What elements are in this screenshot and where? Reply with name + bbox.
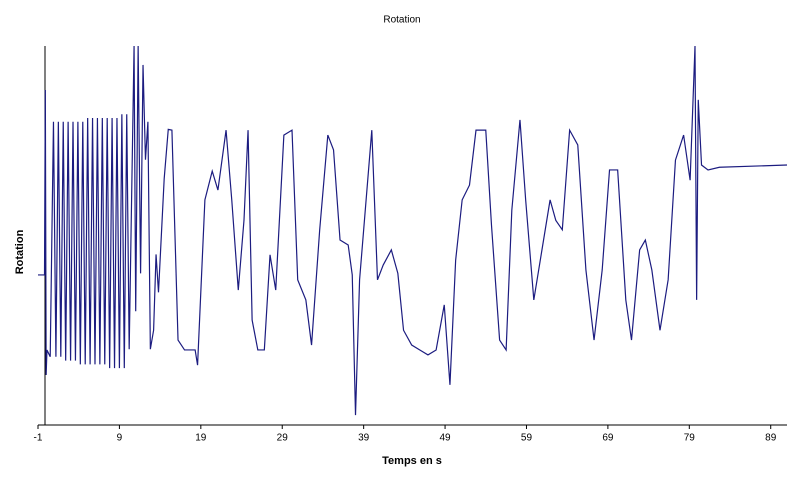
x-tick-label: 69 [602, 433, 614, 444]
chart-title: Rotation [383, 15, 420, 26]
x-tick-label: 79 [684, 433, 696, 444]
x-tick-label: 89 [765, 433, 777, 444]
x-tick-label: 59 [521, 433, 533, 444]
x-axis-label: Temps en s [382, 455, 442, 467]
x-tick-label: -1 [34, 433, 43, 444]
x-tick-label: 29 [277, 433, 289, 444]
data-line [38, 45, 788, 416]
x-tick-label: 39 [358, 433, 370, 444]
x-tick-label: 9 [117, 433, 123, 444]
y-axis-label: Rotation [14, 229, 26, 274]
x-tick-label: 19 [195, 433, 207, 444]
x-tick-label: 49 [440, 433, 452, 444]
